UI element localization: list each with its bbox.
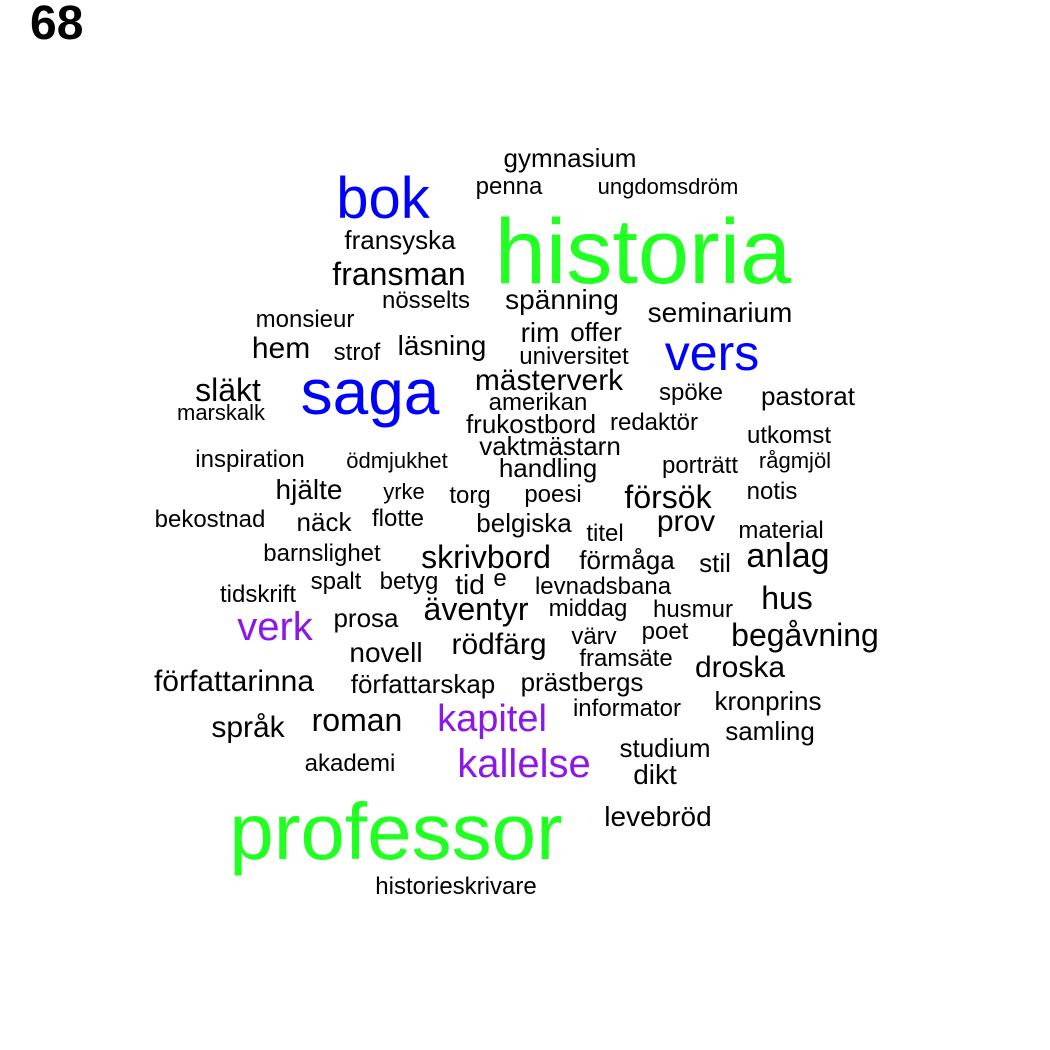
word-masterverk: mästerverk (474, 364, 624, 397)
word-aventyr: äventyr (423, 591, 529, 627)
word-utkomst: utkomst (746, 422, 832, 449)
word-rim: rim (520, 317, 560, 348)
page-number: 68 (30, 0, 84, 50)
word-saga: saga (300, 356, 440, 428)
word-lasning: läsning (397, 330, 487, 361)
word-hem: hem (251, 332, 311, 365)
word-monsieur: monsieur (255, 306, 355, 333)
word-seminarium: seminarium (647, 297, 793, 328)
word-historia: historia (494, 201, 792, 303)
word-framsate: framsäte (579, 645, 673, 672)
word-nosselts: nösselts (381, 287, 471, 314)
word-poet: poet (641, 618, 689, 645)
word-spanning: spänning (505, 284, 619, 315)
word-varv: värv (571, 623, 617, 650)
word-fransman: fransman (332, 256, 466, 292)
word-pastorat: pastorat (761, 381, 855, 411)
word-slakt: släkt (195, 372, 261, 408)
word-poesi: poesi (524, 481, 582, 508)
word-nack: näck (296, 507, 352, 537)
word-vaktmastarn: vaktmästarn (479, 431, 621, 461)
word-ragmjol: rågmjöl (758, 448, 832, 473)
word-sprak: språk (211, 711, 285, 744)
word-strof: strof (333, 339, 381, 366)
word-rodfarg: rödfärg (451, 628, 547, 661)
word-tidskrift: tidskrift (219, 581, 297, 608)
word-universitet: universitet (519, 343, 629, 370)
word-dikt: dikt (633, 759, 677, 790)
word-hjalte: hjälte (275, 474, 343, 505)
word-samling: samling (725, 716, 815, 746)
word-e: e (493, 565, 507, 592)
word-levebrod: levebröd (604, 801, 712, 832)
word-betyg: betyg (379, 568, 439, 595)
word-roman: roman (311, 702, 403, 738)
word-bok: bok (336, 166, 430, 231)
word-flotte: flotte (371, 505, 425, 532)
word-anlag: anlag (746, 537, 830, 575)
word-tid: tid (455, 569, 485, 600)
word-inspiration: inspiration (195, 446, 305, 473)
word-novell: novell (349, 637, 423, 668)
word-fransyska: fransyska (344, 225, 456, 255)
word-formaga: förmåga (579, 545, 675, 575)
word-stil: stil (699, 548, 731, 578)
word-spoke: spöke (658, 379, 724, 406)
word-spalt: spalt (310, 568, 362, 595)
word-begavning: begåvning (731, 617, 879, 653)
word-professor: professor (229, 787, 563, 876)
word-redaktor: redaktör (609, 409, 699, 436)
word-kronprins: kronprins (714, 686, 822, 716)
word-prosa: prosa (333, 603, 399, 633)
word-forfattarskap: författarskap (350, 669, 496, 699)
word-skrivbord: skrivbord (421, 539, 551, 575)
word-belgiska: belgiska (476, 508, 572, 538)
word-middag: middag (548, 595, 628, 622)
word-penna: penna (475, 173, 543, 200)
word-husmur: husmur (652, 596, 734, 623)
word-amerikan: amerikan (488, 389, 588, 416)
word-notis: notis (746, 478, 798, 505)
word-historieskrivare: historieskrivare (375, 873, 537, 900)
word-vers: vers (664, 325, 760, 381)
word-torg: torg (449, 482, 491, 509)
word-material: material (738, 517, 824, 544)
word-forfattarinna: författarinna (153, 665, 315, 698)
word-prov: prov (656, 505, 716, 538)
word-barnslighet: barnslighet (263, 540, 381, 567)
word-marskalk: marskalk (176, 400, 266, 425)
word-portratt: porträtt (661, 452, 739, 479)
word-yrke: yrke (383, 479, 425, 504)
word-droska: droska (694, 651, 786, 684)
word-bekostnad: bekostnad (154, 506, 266, 533)
word-informator: informator (572, 695, 682, 722)
word-offer: offer (570, 317, 622, 347)
word-verk: verk (237, 605, 313, 649)
word-studium: studium (619, 733, 711, 763)
word-kapitel: kapitel (437, 698, 547, 740)
word-hus: hus (761, 580, 813, 616)
word-levnadsbana: levnadsbana (534, 573, 672, 600)
word-forsok: försök (624, 479, 712, 515)
word-akademi: akademi (304, 750, 396, 777)
word-gymnasium: gymnasium (503, 143, 637, 173)
word-frukostbord: frukostbord (465, 409, 597, 439)
word-odmjukhet: ödmjukhet (346, 448, 448, 473)
word-ungdomsdrom: ungdomsdröm (597, 174, 739, 199)
word-prastbergs: prästbergs (520, 667, 644, 697)
word-handling: handling (498, 453, 598, 483)
word-titel: titel (586, 520, 624, 547)
word-kallelse: kallelse (457, 742, 591, 786)
